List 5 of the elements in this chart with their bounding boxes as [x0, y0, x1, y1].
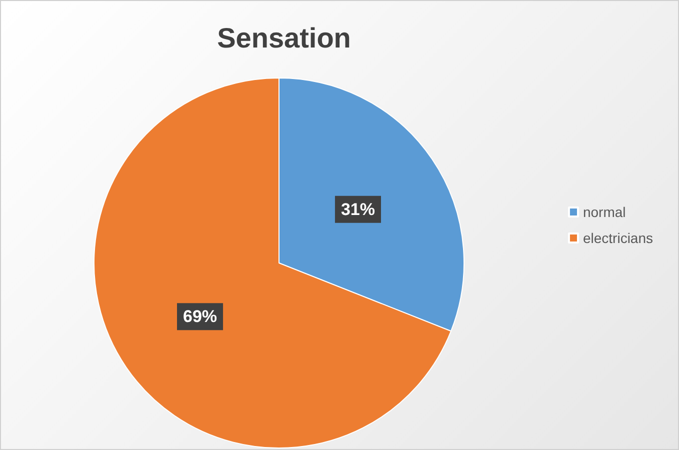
data-label: 69% [183, 307, 218, 326]
data-label: 31% [340, 200, 375, 219]
legend-label: normal [582, 204, 626, 220]
legend-label: electricians [582, 230, 654, 246]
chart-title: Sensation [217, 22, 351, 54]
